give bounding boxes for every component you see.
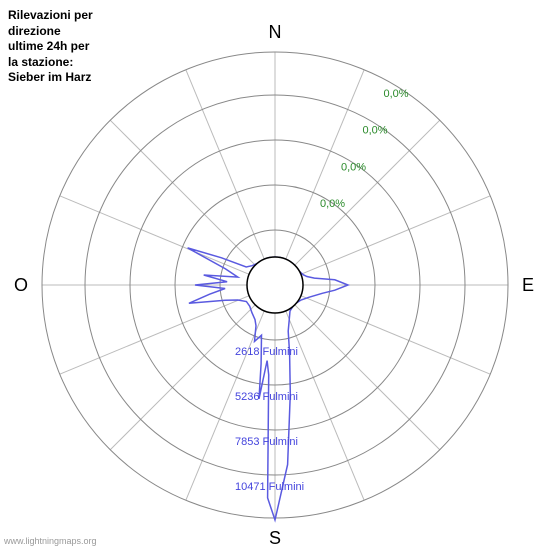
fulmini-label: 2618 Fulmini bbox=[235, 346, 298, 358]
fulmini-label: 7853 Fulmini bbox=[235, 436, 298, 448]
ring-pct-label: 0,0% bbox=[320, 198, 345, 210]
cardinal-E: E bbox=[522, 275, 534, 295]
ring-pct-label: 0,0% bbox=[363, 124, 388, 136]
ring-pct-label: 0,0% bbox=[341, 162, 366, 174]
ring-pct-label: 0,0% bbox=[384, 88, 409, 100]
cardinal-O: O bbox=[14, 275, 28, 295]
credit-text: www.lightningmaps.org bbox=[4, 536, 97, 546]
fulmini-label: 5236 Fulmini bbox=[235, 391, 298, 403]
chart-title: Rilevazioni perdirezioneultime 24h perla… bbox=[8, 8, 93, 86]
cardinal-N: N bbox=[269, 22, 282, 42]
fulmini-label: 10471 Fulmini bbox=[235, 481, 304, 493]
cardinal-S: S bbox=[269, 528, 281, 548]
